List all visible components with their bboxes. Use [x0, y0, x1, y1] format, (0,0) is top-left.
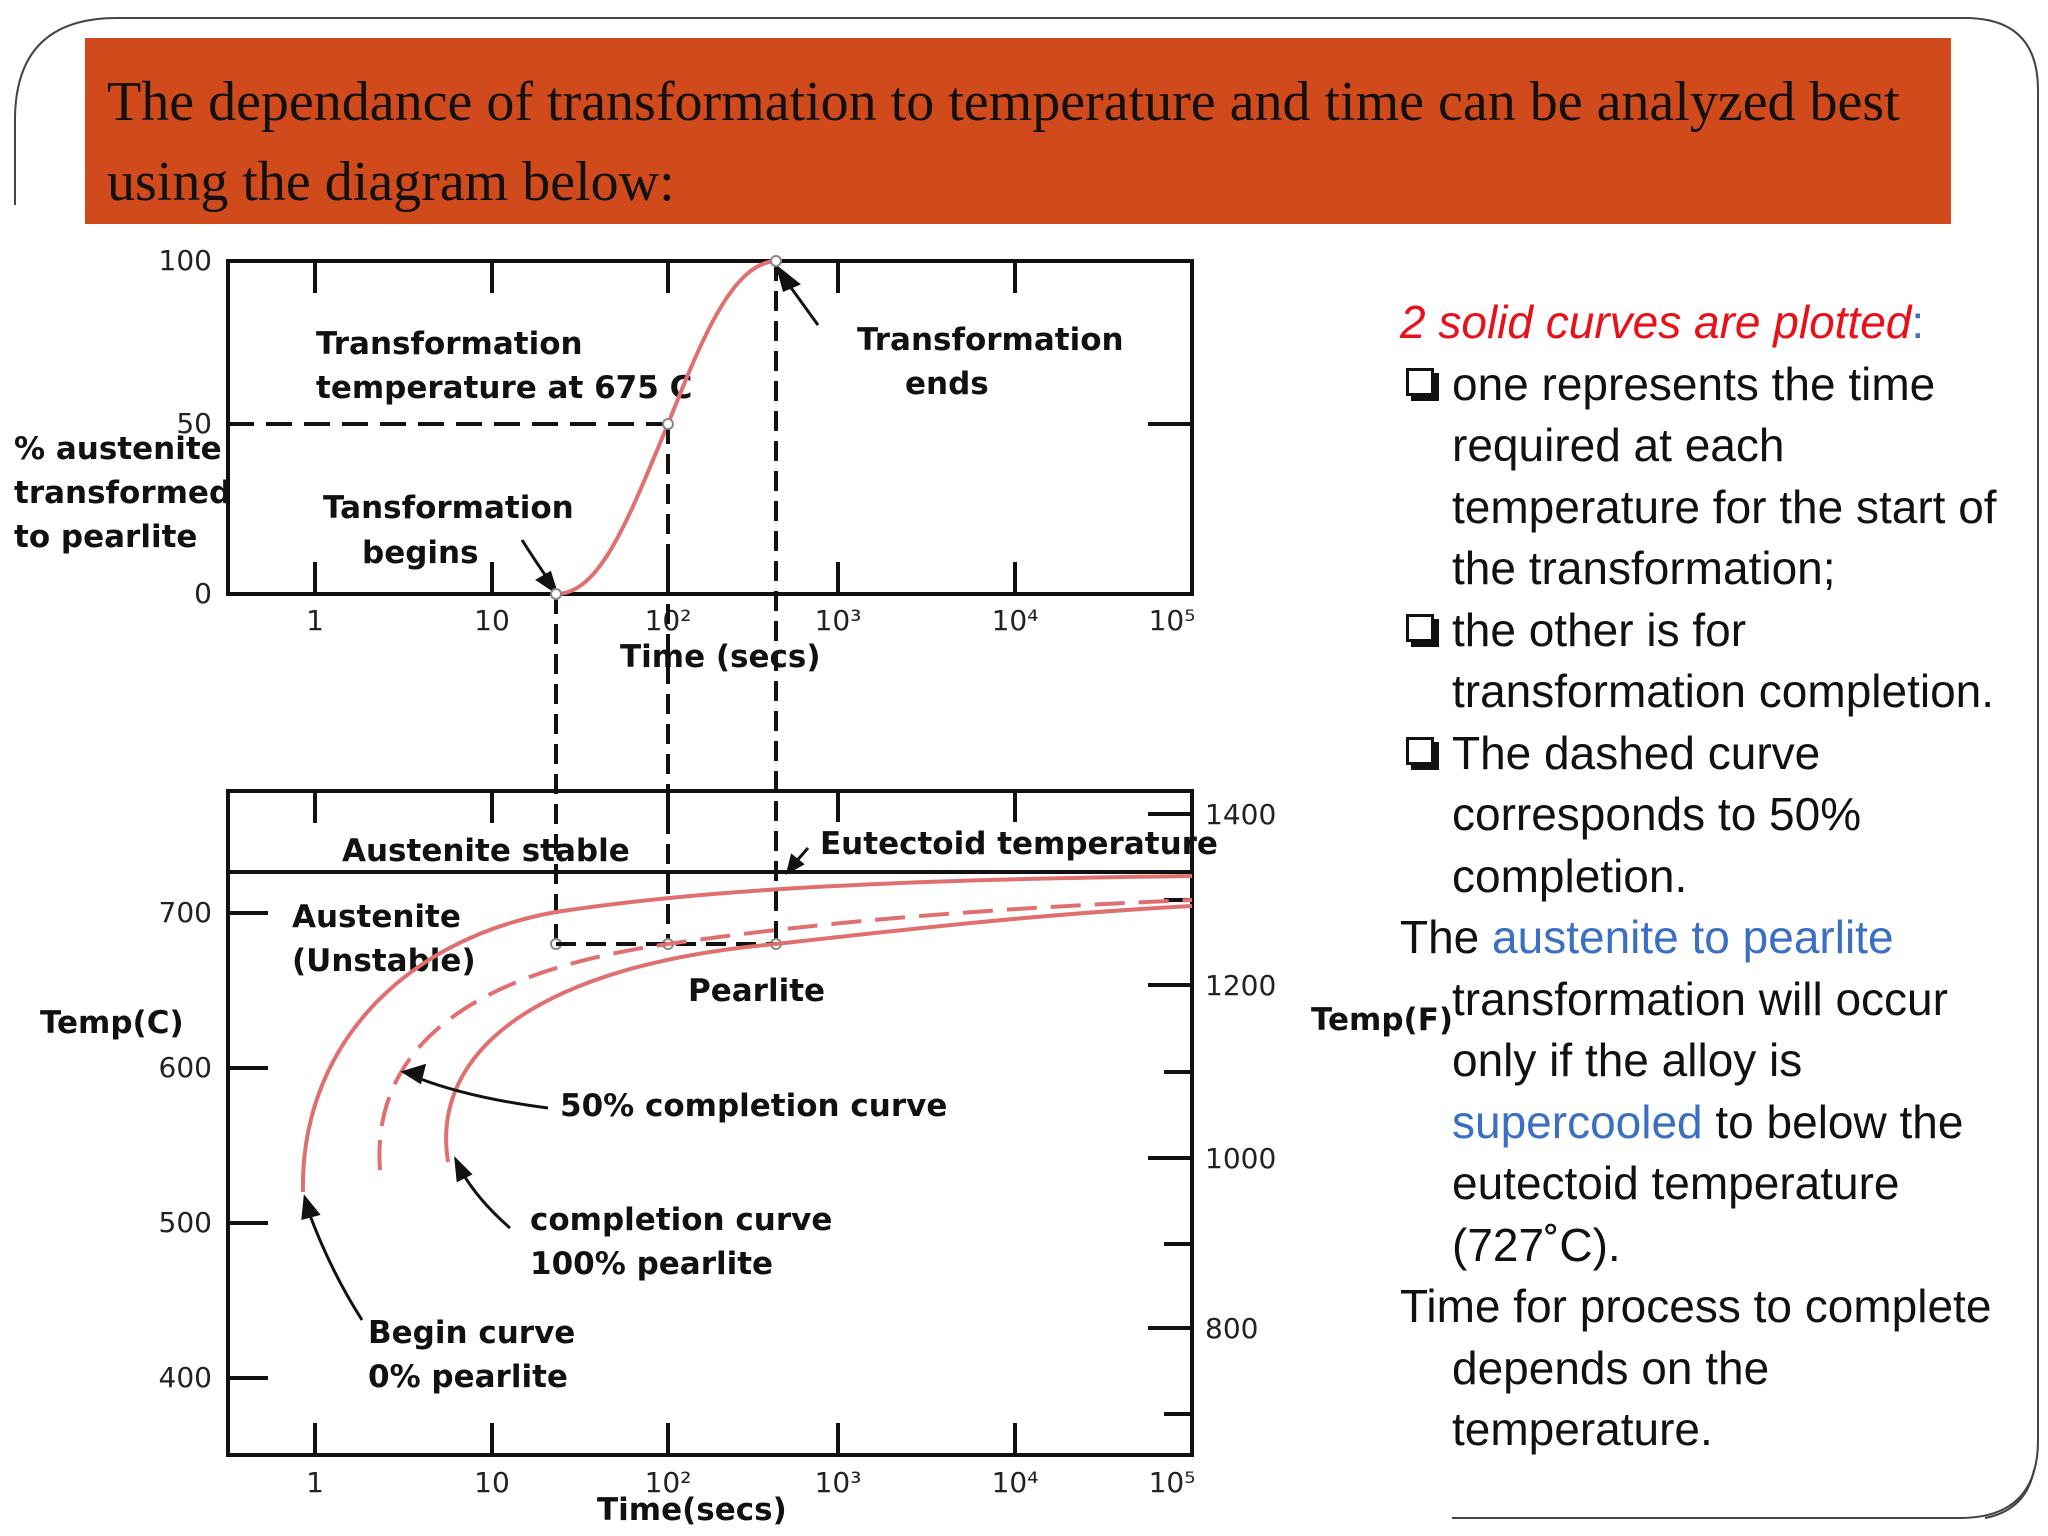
title-bar: The dependance of transformation to temp…: [85, 38, 1951, 224]
transformation-temp-line2: temperature at 675 C: [316, 370, 692, 406]
bottom-plot-ticks: [228, 791, 1192, 1455]
para1-austenite-to-pearlite: austenite to pearlite: [1492, 911, 1894, 963]
bullet-3-text: The dashed curve corresponds to 50% comp…: [1452, 726, 1862, 902]
top-y-label-line2: transformed: [14, 475, 231, 511]
time-paragraph: Time for process to complete depends on …: [1400, 1280, 1992, 1455]
notes-panel: 2 solid curves are plotted: one represen…: [1400, 292, 2040, 1461]
checkbox-bullet-icon: [1406, 613, 1434, 642]
bottom-x-axis-label: Time(secs): [597, 1492, 787, 1528]
fifty-percent-curve: [377, 898, 1193, 1171]
begin-curve-line1: Begin curve: [368, 1315, 575, 1351]
para1-c: to below the eutectoid temperature (727˚…: [1452, 1095, 1964, 1271]
temp-c-tick-400: 400: [159, 1361, 212, 1394]
top-x-tick-10: 10: [474, 604, 510, 637]
supercooling-paragraph: The austenite to pearlite transformation…: [1400, 907, 2040, 1276]
bottom-x-tick-10e3: 10³: [815, 1466, 862, 1499]
para1-a: The: [1400, 911, 1493, 963]
begin-curve-line2: 0% pearlite: [368, 1359, 568, 1395]
completion-curve: [444, 904, 1193, 1163]
temp-c-tick-600: 600: [159, 1051, 212, 1084]
top-y-tick-50: 50: [176, 407, 212, 440]
bullet-completion-curve: the other is for transformation completi…: [1400, 600, 2040, 723]
bullet-1-text: one represents the time required at each…: [1452, 357, 1997, 595]
top-y-label-line3: to pearlite: [14, 519, 197, 555]
temp-f-tick-1000: 1000: [1205, 1142, 1276, 1175]
temp-c-tick-500: 500: [159, 1206, 212, 1239]
top-x-axis-label: Time (secs): [620, 639, 821, 675]
top-x-tick-10e5: 10⁵: [1149, 604, 1196, 637]
pearlite-label: Pearlite: [688, 973, 825, 1009]
bottom-x-tick-10: 10: [474, 1466, 510, 1499]
bottom-x-tick-10e4: 10⁴: [992, 1466, 1039, 1499]
temp-c-tick-700: 700: [159, 896, 212, 929]
bottom-x-tick-1: 1: [306, 1466, 324, 1499]
para1-b: transformation will occur only if the al…: [1452, 972, 1948, 1087]
transformation-begins-line2: begins: [362, 535, 479, 571]
top-y-label-line1: % austenite: [14, 431, 222, 467]
transformation-ends-line1: Transformation: [857, 322, 1124, 358]
top-y-tick-100: 100: [159, 244, 212, 277]
bottom-x-tick-10e5: 10⁵: [1149, 1466, 1196, 1499]
top-plot-frame: [226, 259, 1194, 596]
notes-heading: 2 solid curves are plotted:: [1400, 292, 2040, 354]
temp-c-axis-label: Temp(C): [40, 1005, 184, 1041]
completion-curve-line2: 100% pearlite: [530, 1246, 773, 1282]
top-x-tick-10e4: 10⁴: [992, 604, 1039, 637]
slide-title: The dependance of transformation to temp…: [107, 71, 1900, 213]
notes-heading-red: 2 solid curves are plotted: [1400, 296, 1912, 348]
notes-heading-colon: :: [1911, 296, 1925, 348]
top-arrows: [520, 263, 820, 596]
fifty-percent-curve-label: 50% completion curve: [560, 1088, 947, 1124]
austenite-unstable-line1: Austenite: [292, 899, 461, 935]
top-x-tick-labels: 1 10 10² 10³ 10⁴ 10⁵: [306, 604, 1195, 637]
checkbox-bullet-icon: [1406, 367, 1434, 396]
bottom-x-tick-10e2: 10²: [645, 1466, 692, 1499]
bottom-right-ticks: 1400 1200 1000 800: [1205, 798, 1276, 1345]
eutectoid-arrow: [785, 847, 810, 876]
temp-f-tick-1200: 1200: [1205, 969, 1276, 1002]
temp-f-tick-800: 800: [1205, 1312, 1258, 1345]
bottom-plot-frame: [226, 789, 1194, 1457]
bottom-left-ticks: 700 600 500 400: [159, 896, 212, 1394]
bottom-x-tick-labels: 1 10 10² 10³ 10⁴ 10⁵: [306, 1466, 1195, 1499]
bottom-arrows: [301, 1063, 549, 1321]
checkbox-bullet-icon: [1406, 736, 1434, 765]
begin-curve: [300, 874, 1193, 1193]
transformation-begins-line1: Tansformation: [323, 490, 574, 526]
para1-supercooled: supercooled: [1452, 1095, 1703, 1148]
top-y-tick-0: 0: [194, 577, 212, 610]
top-x-tick-10e3: 10³: [815, 604, 862, 637]
top-x-tick-1: 1: [306, 604, 324, 637]
temp-f-axis-label: Temp(F): [1311, 1002, 1453, 1038]
bullet-start-curve: one represents the time required at each…: [1400, 354, 2040, 600]
temp-f-tick-1400: 1400: [1205, 798, 1276, 831]
completion-curve-line1: completion curve: [530, 1202, 832, 1238]
vertical-guides: [554, 261, 778, 944]
eutectoid-label-bg: [815, 822, 1185, 862]
transformation-ends-line2: ends: [905, 366, 989, 402]
bullet-dashed-curve: The dashed curve corresponds to 50% comp…: [1400, 723, 2040, 908]
bullet-2-text: the other is for transformation completi…: [1452, 603, 1995, 718]
transformation-temp-line1: Transformation: [316, 326, 583, 362]
austenite-stable-label: Austenite stable: [342, 833, 630, 869]
eutectoid-temperature-label: Eutectoid temperature: [820, 826, 1218, 862]
